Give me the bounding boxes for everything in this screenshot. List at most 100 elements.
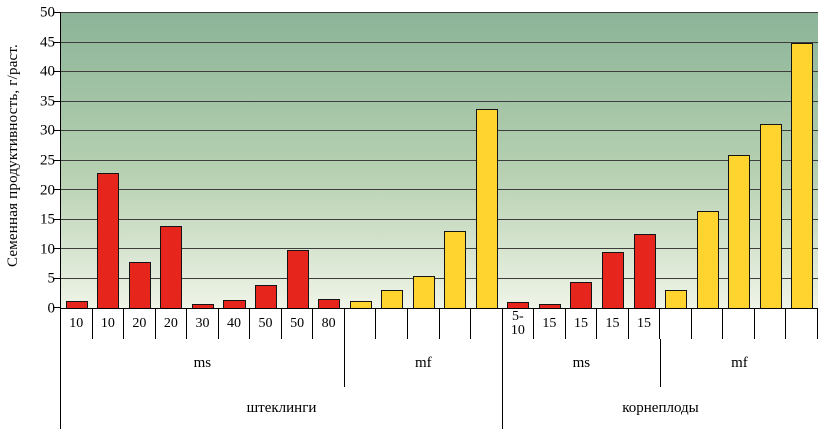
bar-slot: [187, 13, 219, 308]
x-axis-label: 15: [534, 309, 566, 339]
y-axis-tick: [53, 71, 61, 72]
y-axis-tick: [53, 277, 61, 279]
gridline: [61, 41, 818, 43]
x-axis-label: 30: [187, 309, 219, 339]
bar: [601, 251, 625, 308]
bar: [65, 300, 88, 308]
y-axis-tick: [53, 130, 61, 131]
bar-slot: [124, 13, 156, 308]
y-axis-tick: [53, 41, 61, 43]
y-tick-label: 15: [40, 211, 55, 228]
bar: [318, 299, 341, 308]
x-axis-label: [755, 309, 787, 339]
subgroup-label-row: ms mf ms mf: [60, 339, 818, 387]
bar-slot: [156, 13, 188, 308]
bar-slot: [723, 13, 755, 308]
y-tick-labels: 0 5 10 15 20 25 30 35 40 45 50: [26, 5, 60, 316]
bar-slot: [629, 13, 661, 308]
x-axis-label: 10: [93, 309, 125, 339]
y-axis-tick: [53, 159, 61, 161]
bar-subgroup: [660, 13, 818, 308]
x-axis-label: 20: [124, 309, 156, 339]
bar-slot: [93, 13, 125, 308]
chart-main: 10 10 20 20 30 40 50 50 80 5- 10 15 15 15 15 ms mf ms mf…: [53, 12, 819, 429]
x-axis-label: [471, 309, 503, 339]
x-axis-label: [345, 309, 377, 339]
subgroup-label: mf: [731, 354, 748, 371]
y-axis-title-column: Семенная продуктивность, г/раст.: [0, 0, 26, 312]
subgroup-label: mf: [345, 339, 503, 387]
bar-subgroup: [61, 13, 345, 308]
bar-slot: [471, 13, 503, 308]
x-axis-label: 15: [597, 309, 629, 339]
bar: [160, 226, 183, 308]
y-axis-title: Семенная продуктивность, г/раст.: [4, 44, 21, 268]
x-axis-label: 40: [219, 309, 251, 339]
bar: [286, 250, 309, 308]
bar: [128, 261, 151, 308]
bar: [633, 233, 656, 308]
x-axis-label: 5- 10: [503, 309, 535, 339]
bar-slot: [408, 13, 440, 308]
group-label: штеклинги: [61, 387, 503, 429]
x-axis-label: [660, 309, 692, 339]
bar-slot: [786, 13, 818, 308]
bar: [255, 285, 278, 308]
bar: [381, 290, 404, 308]
gridline: [61, 12, 818, 13]
gridline: [61, 218, 818, 220]
bar: [665, 290, 688, 308]
y-tick-label: 30: [40, 122, 55, 139]
gridline: [61, 189, 818, 190]
gridline: [61, 100, 818, 102]
y-tick-label: 0: [47, 300, 56, 317]
bar: [791, 42, 814, 308]
bar-slot: [566, 13, 598, 308]
bar: [475, 108, 498, 308]
gridline: [61, 159, 818, 161]
bar-slot: [534, 13, 566, 308]
bar-slot: [692, 13, 724, 308]
bar: [191, 304, 214, 308]
bar-slot: [219, 13, 251, 308]
bar-slot: [440, 13, 472, 308]
y-tick-label: 10: [40, 241, 55, 258]
x-axis-label: 20: [156, 309, 188, 339]
bar: [349, 300, 372, 308]
bar: [412, 276, 435, 308]
x-axis-label: 15: [566, 309, 598, 339]
bar-slot: [755, 13, 787, 308]
bar-slot: [313, 13, 345, 308]
bar: [223, 299, 246, 308]
y-axis-tick: [53, 218, 61, 220]
x-axis-label: [692, 309, 724, 339]
bar-subgroup: [345, 13, 503, 308]
y-axis-tick: [53, 307, 61, 308]
x-axis-label: 15: [629, 309, 661, 339]
bar: [507, 302, 530, 308]
x-axis-label: 10: [61, 309, 93, 339]
bar-slot: [345, 13, 377, 308]
gridline: [61, 130, 818, 131]
y-tick-label: 50: [40, 4, 55, 21]
bar-slot: [503, 13, 535, 308]
x-axis-label: [376, 309, 408, 339]
bar: [696, 211, 719, 308]
gridline: [61, 71, 818, 72]
x-label-subgroup: [660, 309, 819, 339]
y-tick-label: 20: [40, 182, 55, 199]
plot-area: [53, 12, 818, 309]
y-tick-label: 25: [40, 152, 55, 169]
x-label-subgroup: 5- 10 15 15 15 15: [503, 309, 661, 339]
y-tick-label: 40: [40, 63, 55, 80]
bar: [759, 123, 782, 308]
x-axis-label: 50: [250, 309, 282, 339]
bar: [728, 154, 751, 308]
bar-subgroup: [503, 13, 661, 308]
x-axis-label: 80: [313, 309, 345, 339]
gridline: [61, 277, 818, 279]
group-label-row: штеклинги корнеплоды: [60, 387, 818, 429]
bar-slot: [282, 13, 314, 308]
y-axis-tick: [53, 100, 61, 102]
